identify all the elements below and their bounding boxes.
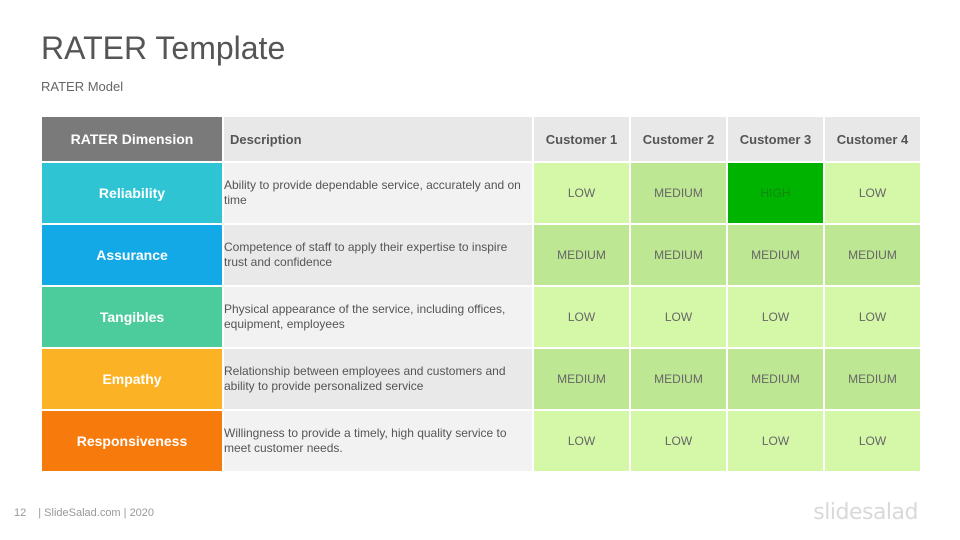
rating-cell: MEDIUM [726, 223, 825, 287]
rating-cell: HIGH [726, 161, 825, 225]
table-row: Empathy Relationship between employees a… [40, 347, 922, 411]
customer-header: Customer 2 [629, 115, 728, 163]
description-cell: Willingness to provide a timely, high qu… [222, 409, 534, 473]
slide-subtitle: RATER Model [41, 79, 124, 94]
rating-cell: LOW [629, 409, 728, 473]
table-row: Tangibles Physical appearance of the ser… [40, 285, 922, 349]
description-cell: Relationship between employees and custo… [222, 347, 534, 411]
dimension-cell: Tangibles [40, 285, 224, 349]
rating-cell: LOW [726, 409, 825, 473]
dimension-cell: Empathy [40, 347, 224, 411]
rating-cell: LOW [629, 285, 728, 349]
rating-cell: MEDIUM [726, 347, 825, 411]
page-number: 12 [14, 507, 27, 519]
rating-cell: MEDIUM [823, 223, 922, 287]
rating-cell: MEDIUM [532, 347, 631, 411]
slidesalad-logo: slidesalad [813, 500, 918, 525]
description-cell: Physical appearance of the service, incl… [222, 285, 534, 349]
customer-header: Customer 3 [726, 115, 825, 163]
rating-cell: MEDIUM [823, 347, 922, 411]
footer: 12 | SlideSalad.com | 2020 [14, 507, 154, 519]
rating-cell: MEDIUM [629, 161, 728, 225]
customer-header: Customer 4 [823, 115, 922, 163]
dimension-cell: Responsiveness [40, 409, 224, 473]
dimension-header: RATER Dimension [40, 115, 224, 163]
footer-text: | SlideSalad.com | 2020 [38, 507, 155, 519]
rating-cell: LOW [532, 285, 631, 349]
header-row: RATER Dimension Description Customer 1 C… [40, 115, 922, 163]
rating-cell: LOW [823, 161, 922, 225]
customer-header: Customer 1 [532, 115, 631, 163]
slide-title: RATER Template [41, 30, 286, 66]
rating-cell: LOW [532, 409, 631, 473]
description-header: Description [222, 115, 534, 163]
rating-cell: LOW [823, 409, 922, 473]
rating-cell: MEDIUM [629, 347, 728, 411]
dimension-cell: Assurance [40, 223, 224, 287]
description-cell: Ability to provide dependable service, a… [222, 161, 534, 225]
table-row: Assurance Competence of staff to apply t… [40, 223, 922, 287]
rating-cell: MEDIUM [629, 223, 728, 287]
rating-cell: LOW [823, 285, 922, 349]
table-row: Responsiveness Willingness to provide a … [40, 409, 922, 473]
rating-cell: MEDIUM [532, 223, 631, 287]
table-row: Reliability Ability to provide dependabl… [40, 161, 922, 225]
rater-table: RATER Dimension Description Customer 1 C… [40, 115, 922, 473]
description-cell: Competence of staff to apply their exper… [222, 223, 534, 287]
rating-cell: LOW [726, 285, 825, 349]
dimension-cell: Reliability [40, 161, 224, 225]
rating-cell: LOW [532, 161, 631, 225]
